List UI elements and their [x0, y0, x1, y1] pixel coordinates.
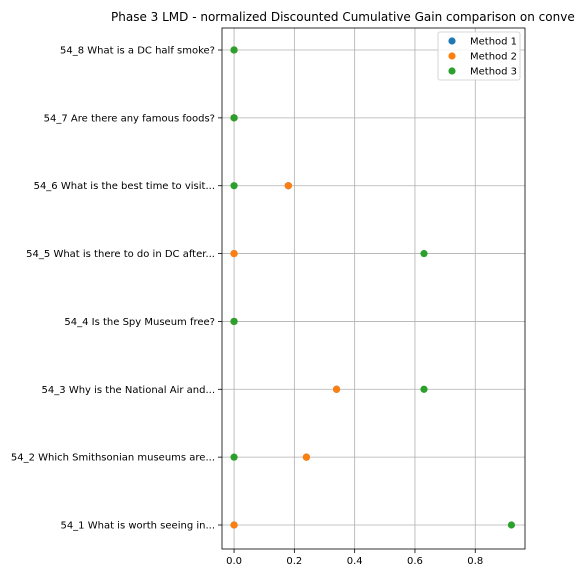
data-point-method-2: [302, 453, 311, 461]
x-tick-label: 0.6: [407, 556, 423, 567]
y-tick-label: 54_6 What is the best time to visit...: [34, 181, 215, 192]
x-axis: 0.0 0.2 0.4 0.6 0.8: [226, 549, 483, 567]
data-points: [230, 46, 516, 529]
legend: Method 1 Method 2 Method 3: [437, 31, 521, 81]
data-point-method-3: [507, 521, 516, 529]
data-point-method-2: [332, 385, 341, 393]
x-tick-label: 0.4: [347, 556, 363, 567]
grid: [222, 28, 525, 549]
plot-frame: [221, 27, 526, 550]
data-point-method-3: [230, 46, 238, 54]
data-point-method-2: [230, 249, 238, 258]
y-tick-label: 54_7 Are there any famous foods?: [44, 113, 215, 124]
legend-label-method-1: Method 1: [470, 37, 517, 48]
y-axis: 54_1 What is worth seeing in... 54_2 Whic…: [11, 46, 222, 532]
y-tick-label: 54_8 What is a DC half smoke?: [60, 46, 215, 57]
data-point-method-3: [420, 385, 428, 393]
x-tick-label: 0.0: [226, 556, 242, 567]
x-tick-label: 0.2: [286, 556, 302, 567]
legend-marker-method-1: [448, 37, 456, 45]
y-tick-label: 54_4 Is the Spy Museum free?: [64, 317, 215, 328]
data-point-method-3: [230, 114, 238, 122]
legend-marker-method-2: [448, 52, 456, 60]
y-tick-label: 54_2 Which Smithsonian museums are...: [11, 453, 215, 464]
y-tick-label: 54_5 What is there to do in DC after...: [26, 249, 215, 260]
legend-label-method-2: Method 2: [470, 52, 517, 63]
chart-title: Phase 3 LMD - normalized Discounted Cumu…: [111, 10, 575, 24]
data-point-method-3: [420, 249, 428, 258]
legend-marker-method-3: [448, 67, 456, 75]
data-point-method-3: [230, 182, 238, 190]
data-point-method-3: [230, 317, 238, 326]
y-tick-label: 54_3 Why is the National Air and...: [42, 385, 215, 396]
data-point-method-3: [230, 453, 238, 461]
data-point-method-2: [284, 182, 292, 190]
data-point-method-2: [230, 521, 238, 529]
legend-box: [437, 31, 521, 81]
y-tick-label: 54_1 What is worth seeing in...: [60, 521, 215, 532]
legend-label-method-3: Method 3: [470, 67, 517, 78]
x-tick-label: 0.8: [467, 556, 483, 567]
